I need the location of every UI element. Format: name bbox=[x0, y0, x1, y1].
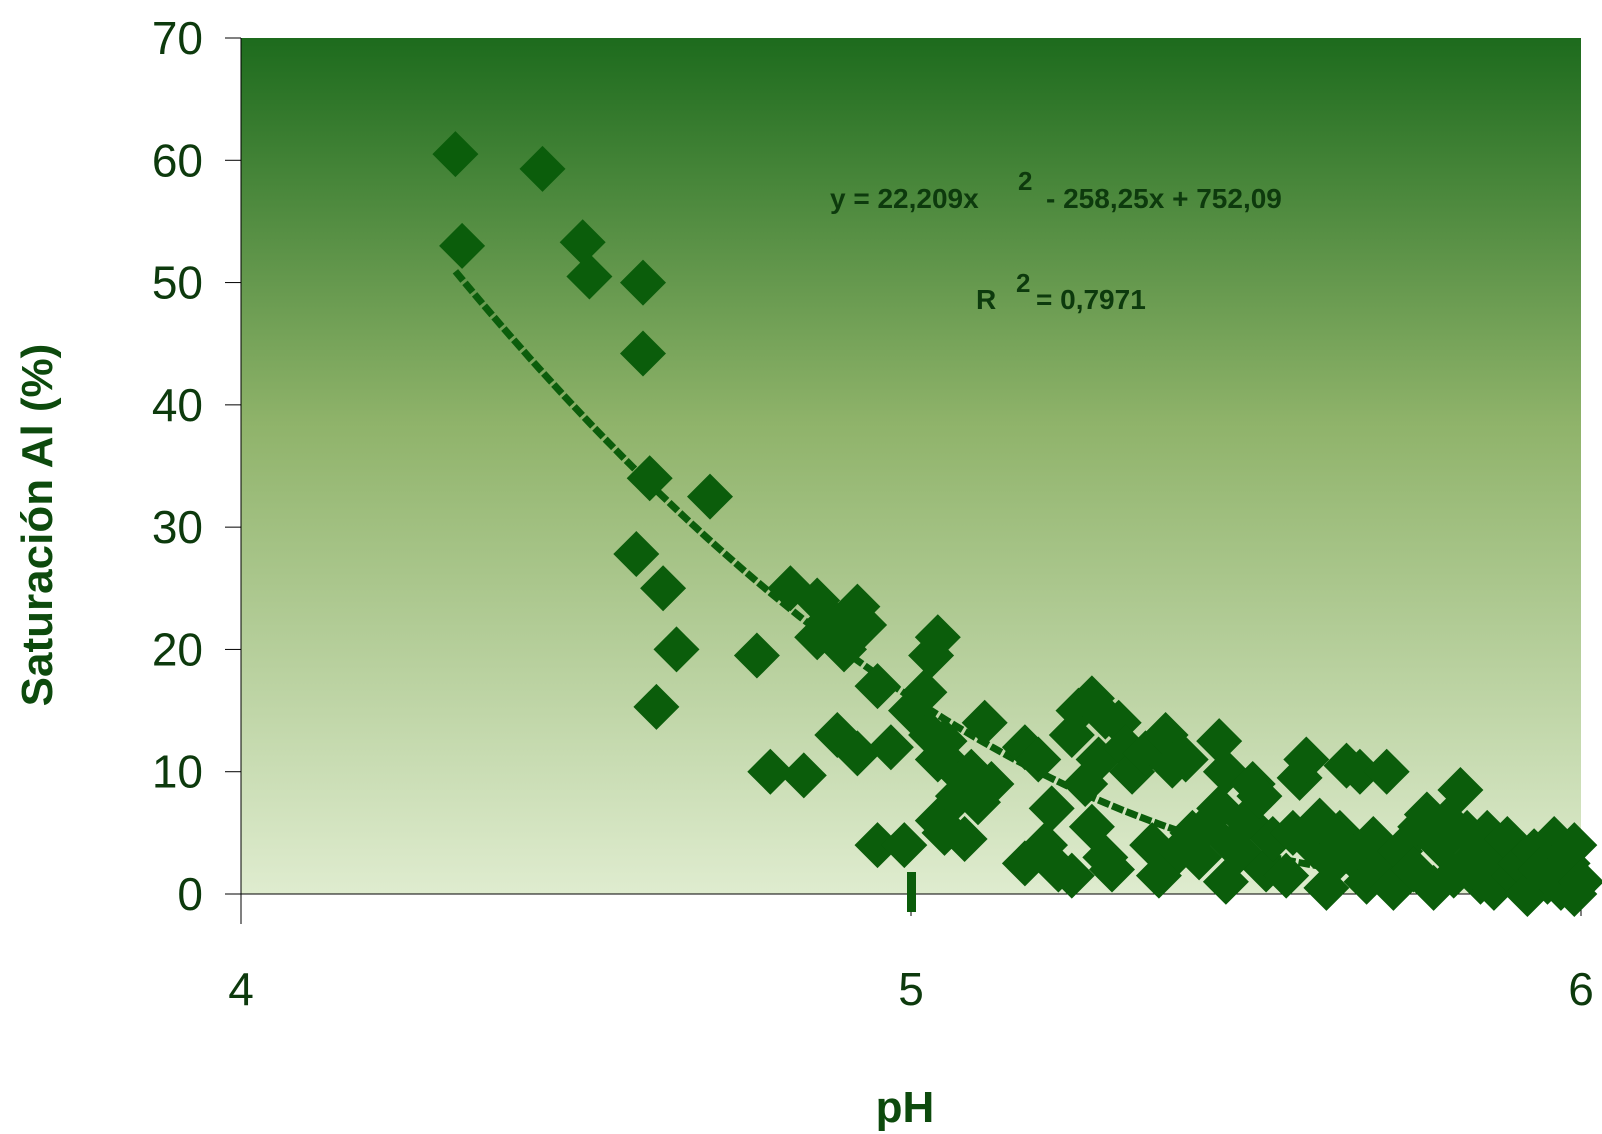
data-point bbox=[1551, 822, 1598, 869]
data-point bbox=[955, 779, 1001, 826]
data-point bbox=[901, 669, 948, 716]
data-point bbox=[519, 145, 566, 192]
data-point bbox=[1283, 736, 1330, 783]
equation-rest: - 258,25x + 752,09 bbox=[1046, 183, 1282, 214]
equation-exponent: 2 bbox=[1018, 166, 1032, 196]
data-point bbox=[914, 614, 961, 661]
data-point bbox=[439, 222, 486, 269]
y-tick-label: 40 bbox=[152, 379, 203, 431]
data-point bbox=[1089, 846, 1135, 893]
x-tick-label: 6 bbox=[1568, 963, 1594, 1015]
data-point bbox=[1363, 748, 1410, 795]
data-point bbox=[653, 626, 700, 673]
data-point bbox=[1551, 871, 1598, 917]
data-point bbox=[1236, 773, 1283, 820]
data-point bbox=[620, 330, 666, 377]
data-point bbox=[1263, 852, 1310, 899]
x-axis-title: pH bbox=[876, 1083, 935, 1132]
y-tick-label: 0 bbox=[177, 868, 203, 920]
x-tick-label: 4 bbox=[228, 963, 254, 1015]
data-point bbox=[566, 253, 613, 300]
data-point bbox=[640, 565, 687, 612]
y-tick-label: 20 bbox=[152, 623, 203, 675]
data-point bbox=[613, 531, 660, 578]
data-point bbox=[687, 473, 733, 520]
data-point bbox=[1028, 785, 1075, 832]
data-point bbox=[1162, 736, 1209, 783]
data-point bbox=[780, 752, 827, 799]
data-point bbox=[747, 748, 794, 795]
y-tick-label: 10 bbox=[152, 746, 203, 798]
data-point bbox=[1015, 736, 1062, 783]
data-point bbox=[1135, 852, 1182, 899]
equation-main: y = 22,209x bbox=[830, 183, 979, 214]
r2-value: = 0,7971 bbox=[1036, 284, 1146, 315]
y-tick-label: 70 bbox=[152, 12, 203, 64]
r2-exponent: 2 bbox=[1016, 268, 1030, 298]
data-point bbox=[432, 131, 479, 178]
data-point bbox=[834, 730, 881, 777]
data-point bbox=[1196, 718, 1243, 765]
data-point bbox=[1437, 767, 1484, 814]
data-point bbox=[626, 455, 673, 502]
y-tick-label: 60 bbox=[152, 134, 203, 186]
data-point bbox=[881, 822, 928, 869]
data-point bbox=[633, 683, 680, 730]
data-point bbox=[854, 663, 901, 710]
trendline-equation: y = 22,209x 2 - 258,25x + 752,09 R 2 = 0… bbox=[830, 166, 1282, 315]
data-point bbox=[559, 219, 606, 266]
data-point bbox=[941, 815, 988, 862]
y-tick-label: 30 bbox=[152, 501, 203, 553]
data-point bbox=[867, 724, 914, 771]
data-points bbox=[432, 131, 1602, 917]
data-point bbox=[841, 601, 888, 648]
axes: 0 10 20 30 40 50 60 70 4 5 6 bbox=[152, 12, 1594, 1015]
data-point bbox=[620, 259, 666, 306]
x-tick-label: 5 bbox=[898, 963, 924, 1015]
axis-marker bbox=[907, 872, 916, 912]
data-point bbox=[733, 632, 780, 679]
data-point bbox=[961, 699, 1008, 746]
r2-label: R bbox=[976, 284, 996, 315]
y-tick-label: 50 bbox=[152, 257, 203, 309]
data-point bbox=[1048, 852, 1095, 899]
y-axis-title: Saturación Al (%) bbox=[13, 344, 62, 707]
data-point bbox=[1336, 748, 1383, 795]
data-point bbox=[854, 822, 901, 869]
data-point bbox=[1062, 760, 1109, 807]
